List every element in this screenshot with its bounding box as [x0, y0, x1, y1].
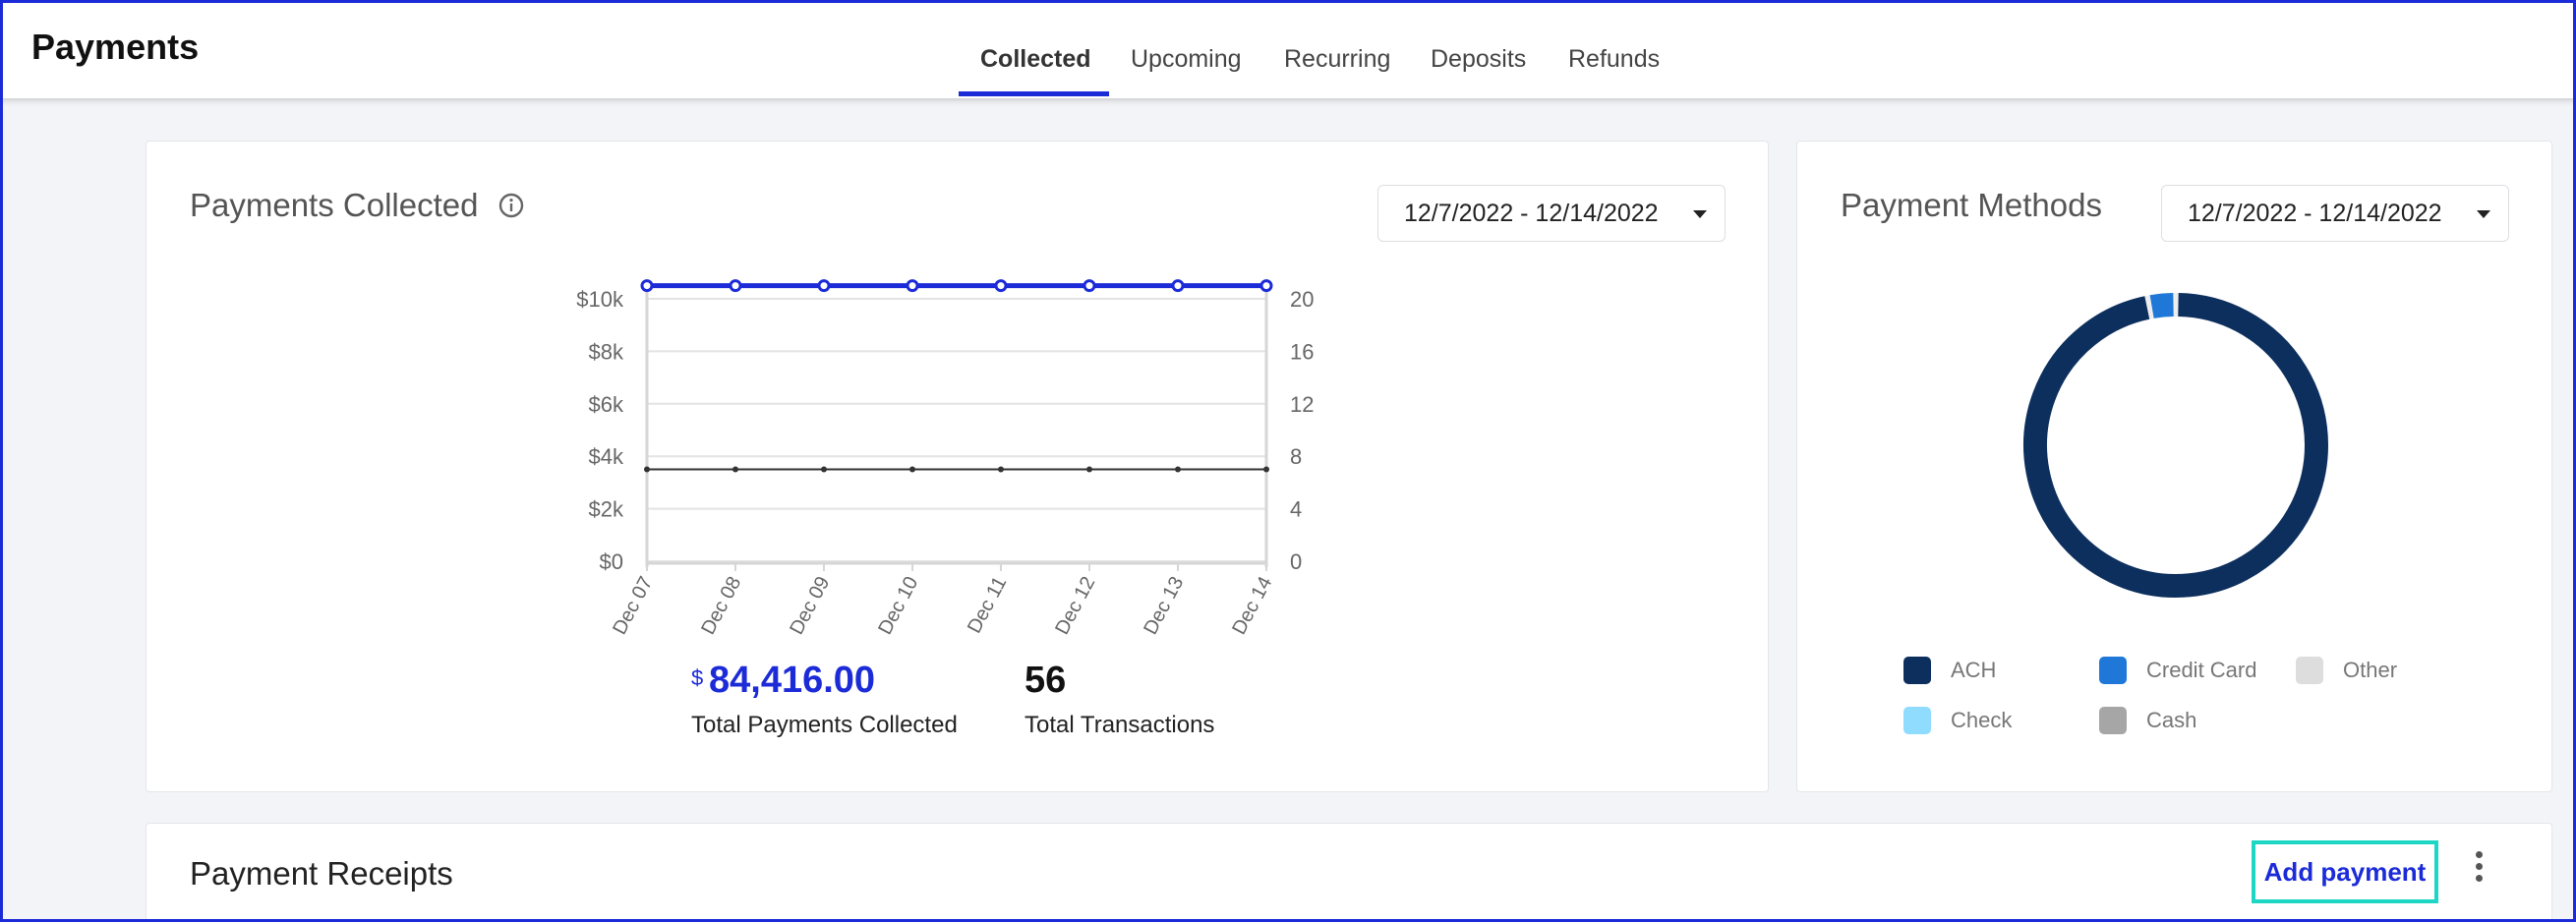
legend-item-ach[interactable]: ACH [1903, 657, 1996, 684]
total-transactions-value: 56 [1025, 660, 1067, 701]
x-tick-label: Dec 09 [786, 573, 834, 638]
add-payment-button[interactable]: Add payment [2252, 840, 2438, 903]
amount-point [1259, 279, 1273, 293]
legend-item-cash[interactable]: Cash [2099, 707, 2196, 734]
methods-date-range-select[interactable]: 12/7/2022 - 12/14/2022 [2161, 185, 2509, 242]
amount-point [1171, 279, 1185, 293]
transactions-point [998, 466, 1004, 473]
legend-item-credit-card[interactable]: Credit Card [2099, 657, 2256, 684]
payments-collected-title: Payments Collected [190, 187, 479, 223]
transactions-point [1175, 466, 1181, 473]
payment-methods-title: Payment Methods [1841, 187, 2102, 223]
legend-label-cash: Cash [2146, 708, 2197, 732]
donut-slice-ach [2023, 293, 2328, 598]
y-left-tick-label: $4k [589, 444, 624, 469]
x-tick-label: Dec 12 [1051, 573, 1099, 638]
amount-point [640, 279, 654, 293]
total-transactions-label: Total Transactions [1025, 712, 1215, 738]
legend-swatch-credit-card [2099, 657, 2127, 684]
y-left-tick-label: $10k [576, 287, 624, 312]
amount-point [906, 279, 919, 293]
chevron-down-icon [1693, 210, 1707, 218]
legend-label-check: Check [1951, 708, 2013, 732]
page-title: Payments [31, 27, 200, 67]
transactions-point [821, 466, 827, 473]
legend-swatch-ach [1903, 657, 1931, 684]
chevron-down-icon [2477, 210, 2490, 218]
legend-swatch-other [2296, 657, 2323, 684]
legend-label-other: Other [2343, 658, 2398, 682]
info-icon[interactable] [498, 193, 524, 218]
donut-slice-credit-card [2149, 293, 2174, 318]
y-left-tick-label: $0 [600, 549, 623, 574]
y-left-tick-label: $2k [589, 497, 624, 522]
total-amount-currency: $ [691, 665, 704, 690]
transactions-point [732, 466, 738, 473]
tab-refunds[interactable]: Refunds [1568, 45, 1661, 73]
amount-point [729, 279, 742, 293]
top-header: Payments Collected Upcoming Recurring De… [0, 0, 2576, 98]
tab-collected[interactable]: Collected [980, 45, 1091, 73]
methods-date-range-value: 12/7/2022 - 12/14/2022 [2188, 199, 2442, 227]
active-tab-indicator [959, 91, 1109, 96]
tab-upcoming[interactable]: Upcoming [1131, 45, 1242, 73]
y-left-tick-label: $6k [589, 392, 624, 417]
collected-date-range-select[interactable]: 12/7/2022 - 12/14/2022 [1377, 185, 1726, 242]
x-tick-label: Dec 08 [697, 573, 745, 638]
payments-line-chart: $0 $2k $4k $6k $8k $10k 0 4 8 12 16 20 Dec 07 Dec 08 D… [576, 279, 1314, 638]
legend-label-ach: ACH [1951, 658, 1997, 682]
collected-date-range-value: 12/7/2022 - 12/14/2022 [1404, 199, 1659, 227]
payment-methods-donut-chart [2023, 293, 2328, 598]
transactions-point [1086, 466, 1092, 473]
y-right-tick-label: 20 [1290, 287, 1314, 312]
amount-point [817, 279, 831, 293]
payment-methods-card: Payment Methods 12/7/2022 - 12/14/2022 A… [1796, 141, 2552, 792]
legend-swatch-check [1903, 707, 1931, 734]
total-payments-value: 84,416.00 [709, 660, 876, 701]
tab-deposits[interactable]: Deposits [1431, 45, 1527, 73]
payments-collected-card: Payments Collected 12/7/2022 - 12/14/202… [146, 141, 1769, 792]
total-payments-label: Total Payments Collected [691, 712, 958, 738]
amount-point [1083, 279, 1096, 293]
y-right-tick-label: 0 [1290, 549, 1302, 574]
legend-item-other[interactable]: Other [2296, 657, 2397, 684]
amount-point [994, 279, 1008, 293]
x-tick-label: Dec 13 [1140, 573, 1188, 638]
more-options-icon[interactable] [2472, 851, 2486, 887]
legend-label-credit-card: Credit Card [2146, 658, 2257, 682]
x-tick-label: Dec 07 [609, 573, 657, 638]
legend-swatch-cash [2099, 707, 2127, 734]
tab-recurring[interactable]: Recurring [1284, 45, 1391, 73]
y-left-tick-label: $8k [589, 339, 624, 364]
legend-item-check[interactable]: Check [1903, 707, 2012, 734]
tab-bar: Collected Upcoming Recurring Deposits Re… [0, 0, 2576, 98]
x-tick-label: Dec 10 [874, 573, 922, 638]
transactions-point [1263, 466, 1269, 473]
x-tick-label: Dec 14 [1228, 573, 1276, 638]
y-right-tick-label: 12 [1290, 392, 1314, 417]
y-right-tick-label: 4 [1290, 497, 1302, 522]
payment-receipts-title: Payment Receipts [190, 855, 453, 892]
y-right-tick-label: 8 [1290, 444, 1302, 469]
transactions-point [909, 466, 915, 473]
y-right-tick-label: 16 [1290, 339, 1314, 364]
transactions-point [644, 466, 650, 473]
payment-receipts-card: Payment Receipts [146, 823, 2552, 922]
x-tick-label: Dec 11 [964, 573, 1011, 637]
